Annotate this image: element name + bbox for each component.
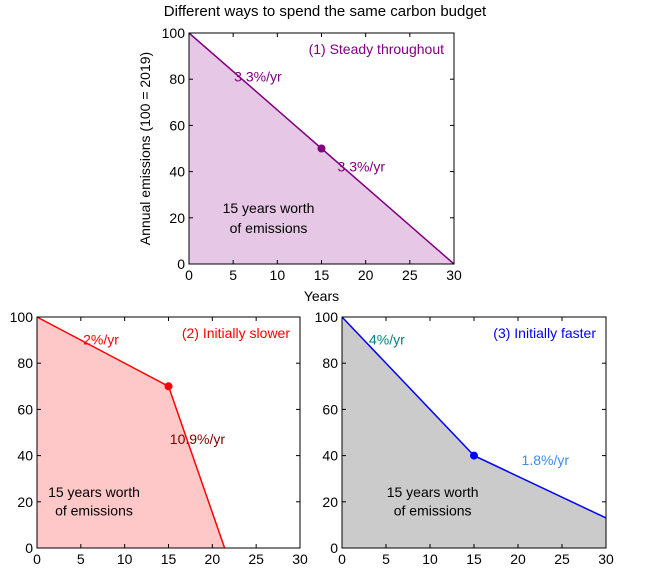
x-tick-label: 5 bbox=[77, 551, 85, 567]
chart-panel-2: 0 5 10 15 20 25 30 0 20 40 60 80 100 (2) Initially sl… bbox=[10, 309, 308, 567]
y-tick-label: 40 bbox=[169, 164, 185, 180]
x-tick-label: 15 bbox=[161, 551, 177, 567]
x-tick-label: 10 bbox=[422, 551, 438, 567]
x-tick-label: 10 bbox=[270, 267, 286, 283]
x-tick-label: 5 bbox=[382, 551, 390, 567]
y-tick-label: 100 bbox=[162, 25, 186, 41]
inflection-point-marker bbox=[164, 382, 173, 391]
y-tick-label: 20 bbox=[322, 494, 338, 510]
panel-title: (1) Steady throughout bbox=[309, 41, 445, 57]
annotation-label: 3.3%/yr bbox=[338, 159, 386, 175]
annotation-label: 15 years worth bbox=[223, 200, 315, 216]
annotation-label: 4%/yr bbox=[369, 332, 405, 348]
x-tick-label: 25 bbox=[554, 551, 570, 567]
inflection-point-marker bbox=[470, 451, 478, 460]
y-tick-label: 0 bbox=[177, 256, 185, 272]
annotation-label: 15 years worth bbox=[387, 484, 479, 500]
y-axis-label: Annual emissions (100 = 2019) bbox=[137, 52, 153, 245]
annotation-label: 15 years worth bbox=[48, 484, 140, 500]
x-tick-label: 20 bbox=[510, 551, 526, 567]
x-tick-label: 0 bbox=[185, 267, 193, 283]
y-tick-label: 0 bbox=[25, 540, 33, 556]
emissions-area bbox=[342, 317, 606, 548]
y-tick-label: 100 bbox=[315, 309, 339, 325]
annotation-label: of emissions bbox=[230, 220, 308, 236]
annotation-label: 1.8%/yr bbox=[522, 452, 570, 468]
y-tick-label: 60 bbox=[17, 401, 33, 417]
x-tick-label: 30 bbox=[598, 551, 614, 567]
annotation-label: of emissions bbox=[394, 503, 472, 519]
annotation-label: 10.9%/yr bbox=[170, 431, 226, 447]
x-tick-label: 0 bbox=[338, 551, 346, 567]
panel-title: (3) Initially faster bbox=[493, 325, 596, 341]
x-tick-label: 5 bbox=[229, 267, 237, 283]
annotation-label: 2%/yr bbox=[83, 332, 119, 348]
y-tick-label: 20 bbox=[169, 210, 185, 226]
y-tick-label: 60 bbox=[169, 117, 185, 133]
x-axis-label: Years bbox=[304, 288, 339, 304]
x-tick-label: 20 bbox=[358, 267, 374, 283]
y-tick-label: 80 bbox=[322, 355, 338, 371]
x-tick-label: 10 bbox=[117, 551, 133, 567]
y-tick-label: 60 bbox=[322, 401, 338, 417]
x-tick-label: 20 bbox=[205, 551, 221, 567]
x-tick-label: 30 bbox=[446, 267, 462, 283]
figure-title: Different ways to spend the same carbon … bbox=[164, 3, 487, 20]
y-tick-label: 40 bbox=[322, 448, 338, 464]
y-tick-label: 80 bbox=[17, 355, 33, 371]
y-tick-label: 20 bbox=[17, 494, 33, 510]
y-tick-label: 80 bbox=[169, 71, 185, 87]
y-tick-label: 40 bbox=[17, 448, 33, 464]
x-tick-label: 15 bbox=[466, 551, 482, 567]
annotation-label: of emissions bbox=[55, 503, 133, 519]
chart-panel-3: 0 5 10 15 20 25 30 0 20 40 60 80 100 (3) Initially fa… bbox=[315, 309, 614, 567]
panel-title: (2) Initially slower bbox=[182, 325, 290, 341]
inflection-point-marker bbox=[317, 144, 326, 153]
x-tick-label: 15 bbox=[314, 267, 330, 283]
emissions-area bbox=[37, 317, 225, 548]
x-tick-label: 30 bbox=[292, 551, 308, 567]
y-tick-label: 0 bbox=[330, 540, 338, 556]
chart-panel-1: 0 5 10 15 20 25 30 0 20 40 60 80 100 (1) Steady throu… bbox=[137, 25, 462, 304]
x-tick-label: 0 bbox=[33, 551, 41, 567]
y-tick-label: 100 bbox=[10, 309, 34, 325]
annotation-label: 3.3%/yr bbox=[234, 69, 282, 85]
x-tick-label: 25 bbox=[248, 551, 264, 567]
x-tick-label: 25 bbox=[402, 267, 418, 283]
